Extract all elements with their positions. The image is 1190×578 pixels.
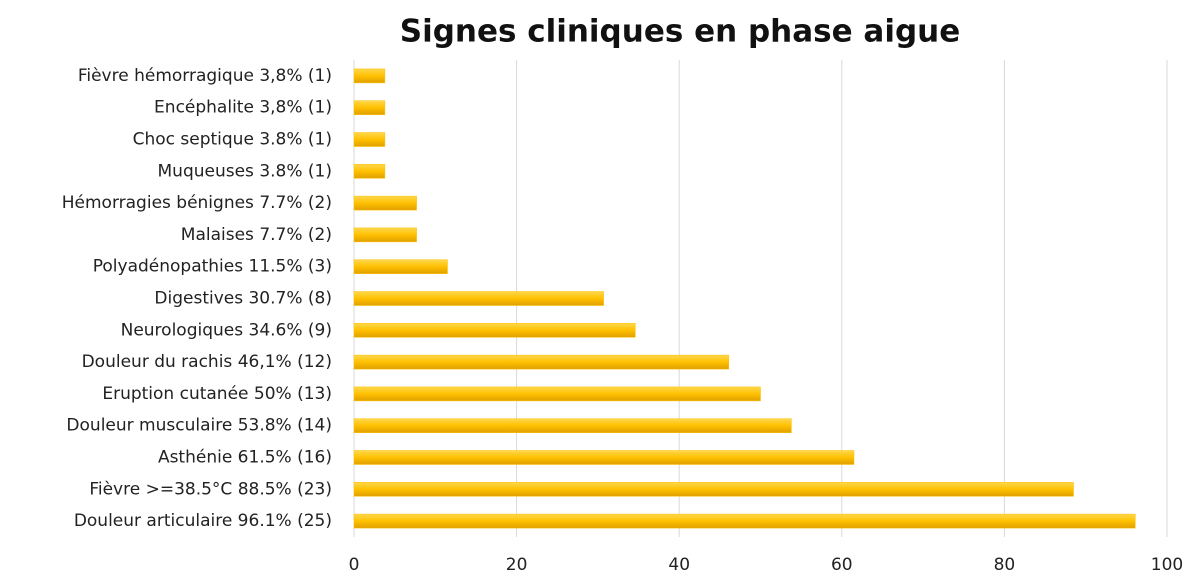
- y-tick-label: Fièvre >=38.5°C 88.5% (23): [89, 479, 332, 499]
- y-tick-label: Douleur articulaire 96.1% (25): [74, 511, 332, 531]
- bar: [353, 513, 1136, 529]
- y-tick-label: Polyadénopathies 11.5% (3): [93, 257, 332, 277]
- bar: [353, 227, 417, 243]
- y-tick-label: Choc septique 3.8% (1): [133, 130, 332, 150]
- bar: [353, 195, 417, 211]
- y-tick-label: Fièvre hémorragique 3,8% (1): [78, 66, 332, 86]
- x-tick-label: 40: [668, 555, 690, 575]
- y-tick-label: Eruption cutanée 50% (13): [102, 384, 332, 404]
- x-tick-label: 60: [831, 555, 853, 575]
- bar: [353, 386, 761, 402]
- y-tick-label: Muqueuses 3.8% (1): [158, 161, 333, 181]
- bar: [353, 259, 448, 274]
- y-tick-label: Douleur musculaire 53.8% (14): [66, 416, 332, 436]
- bar: [353, 132, 386, 147]
- y-tick-label: Encéphalite 3,8% (1): [154, 98, 332, 118]
- bar: [353, 291, 604, 306]
- bar: [353, 100, 386, 115]
- x-tick-label: 0: [349, 555, 360, 575]
- bar: [353, 323, 636, 338]
- y-tick-label: Neurologiques 34.6% (9): [121, 320, 332, 340]
- y-tick-label: Asthénie 61.5% (16): [158, 448, 332, 468]
- bar: [353, 68, 386, 84]
- y-tick-label: Douleur du rachis 46,1% (12): [82, 352, 332, 372]
- x-tick-label: 20: [506, 555, 528, 575]
- y-tick-label: Malaises 7.7% (2): [181, 225, 332, 245]
- y-tick-label: Hémorragies bénignes 7.7% (2): [62, 193, 332, 213]
- bar: [353, 418, 792, 433]
- y-tick-label: Digestives 30.7% (8): [154, 289, 332, 309]
- x-tick-label: 100: [1151, 555, 1183, 575]
- bar: [353, 354, 730, 370]
- bar: [353, 450, 855, 465]
- bar: [353, 164, 386, 179]
- x-tick-label: 80: [994, 555, 1016, 575]
- chart-title: Signes cliniques en phase aigue: [400, 14, 961, 50]
- bar: [353, 482, 1074, 497]
